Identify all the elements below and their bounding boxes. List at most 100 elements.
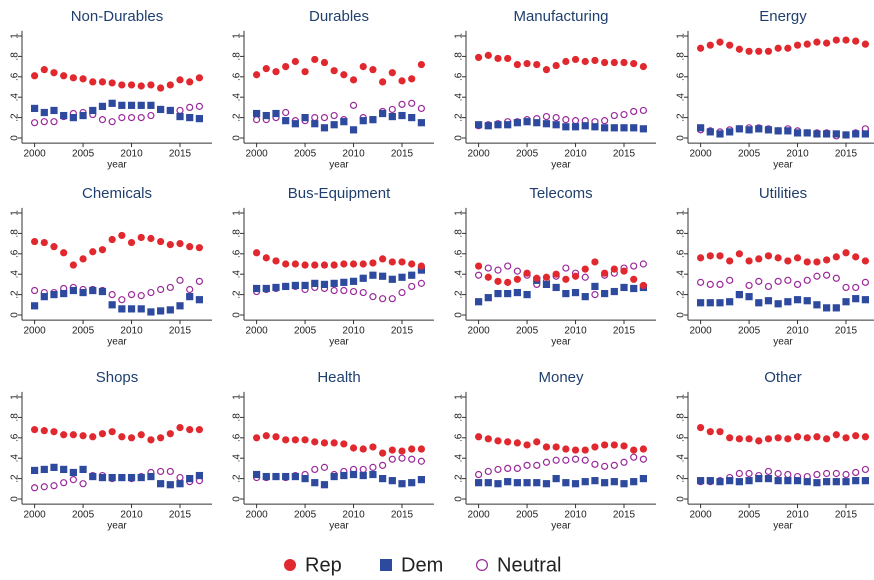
- point: [784, 477, 792, 485]
- point: [706, 477, 714, 485]
- point: [793, 254, 802, 262]
- point: [562, 289, 570, 298]
- point: [832, 431, 840, 439]
- point: [301, 68, 309, 76]
- point: [803, 129, 811, 137]
- point: [291, 281, 299, 290]
- point: [195, 296, 203, 304]
- point: [31, 286, 39, 295]
- point: [813, 470, 821, 479]
- point: [379, 78, 387, 86]
- point: [157, 237, 165, 246]
- x-tick-label: 2015: [613, 510, 636, 521]
- point: [639, 281, 647, 290]
- x-axis-label: year: [329, 160, 349, 171]
- point: [523, 441, 531, 449]
- point: [581, 273, 589, 281]
- point: [639, 445, 647, 453]
- point: [176, 76, 184, 84]
- point: [186, 293, 194, 301]
- point: [417, 119, 425, 127]
- point: [504, 121, 512, 129]
- x-tick-label: 2000: [467, 510, 490, 521]
- x-tick-label: 2005: [516, 149, 539, 160]
- x-tick-label: 2000: [689, 149, 712, 160]
- point: [552, 61, 560, 70]
- point: [157, 307, 165, 315]
- point: [513, 479, 521, 487]
- point: [127, 113, 136, 122]
- point: [823, 304, 831, 312]
- point: [513, 275, 521, 283]
- point: [127, 238, 136, 247]
- y-tick-label: 1: [454, 33, 465, 39]
- x-tick-label: 2015: [391, 510, 414, 521]
- point: [591, 56, 599, 65]
- y-tick-label: .4: [232, 270, 243, 279]
- x-tick-label: 2005: [738, 326, 761, 337]
- point: [475, 433, 483, 441]
- point: [745, 469, 753, 478]
- point: [601, 124, 609, 132]
- point: [562, 275, 570, 283]
- point: [398, 258, 406, 266]
- point: [581, 265, 589, 273]
- point: [40, 427, 48, 435]
- point: [735, 469, 743, 478]
- point: [40, 108, 48, 117]
- point: [764, 475, 773, 483]
- point: [330, 121, 338, 129]
- x-tick-label: 2000: [23, 149, 46, 160]
- point: [40, 118, 48, 126]
- y-tick-label: .2: [232, 474, 243, 483]
- y-tick-label: .4: [454, 454, 465, 463]
- point: [195, 244, 203, 252]
- point: [793, 280, 802, 288]
- point: [513, 439, 521, 447]
- x-tick-label: 2015: [169, 149, 192, 160]
- x-tick-label: 2015: [391, 326, 414, 337]
- point: [320, 481, 329, 489]
- point: [784, 127, 792, 135]
- point: [349, 277, 358, 285]
- point: [50, 106, 58, 115]
- point: [282, 472, 290, 481]
- point: [842, 131, 850, 139]
- point: [262, 472, 270, 481]
- point: [494, 480, 502, 488]
- x-tick-label: 2010: [564, 149, 587, 160]
- point: [417, 104, 425, 113]
- point: [793, 41, 802, 49]
- point: [417, 445, 425, 453]
- point: [813, 272, 821, 280]
- x-tick-label: 2005: [738, 149, 761, 160]
- point: [706, 252, 714, 260]
- point: [157, 434, 165, 442]
- point: [620, 283, 628, 292]
- point: [253, 116, 261, 124]
- point: [379, 272, 387, 280]
- point: [494, 465, 502, 474]
- point: [69, 286, 77, 295]
- point: [716, 280, 724, 288]
- panel-title: Non-Durables: [71, 8, 164, 25]
- x-axis-label: year: [773, 160, 793, 171]
- point: [69, 261, 77, 269]
- point: [291, 436, 299, 444]
- point: [272, 257, 280, 265]
- x-tick-label: 2005: [294, 510, 317, 521]
- point: [137, 101, 145, 109]
- y-tick-label: .2: [232, 290, 243, 299]
- point: [417, 476, 425, 484]
- point: [716, 252, 724, 260]
- point: [166, 106, 174, 115]
- y-tick-label: 1: [10, 210, 21, 216]
- point: [484, 294, 492, 302]
- point: [697, 299, 705, 307]
- y-tick-label: .2: [10, 290, 21, 299]
- point: [639, 106, 647, 115]
- point: [253, 109, 261, 118]
- point: [186, 475, 194, 483]
- point: [475, 298, 483, 306]
- x-tick-label: 2005: [72, 510, 95, 521]
